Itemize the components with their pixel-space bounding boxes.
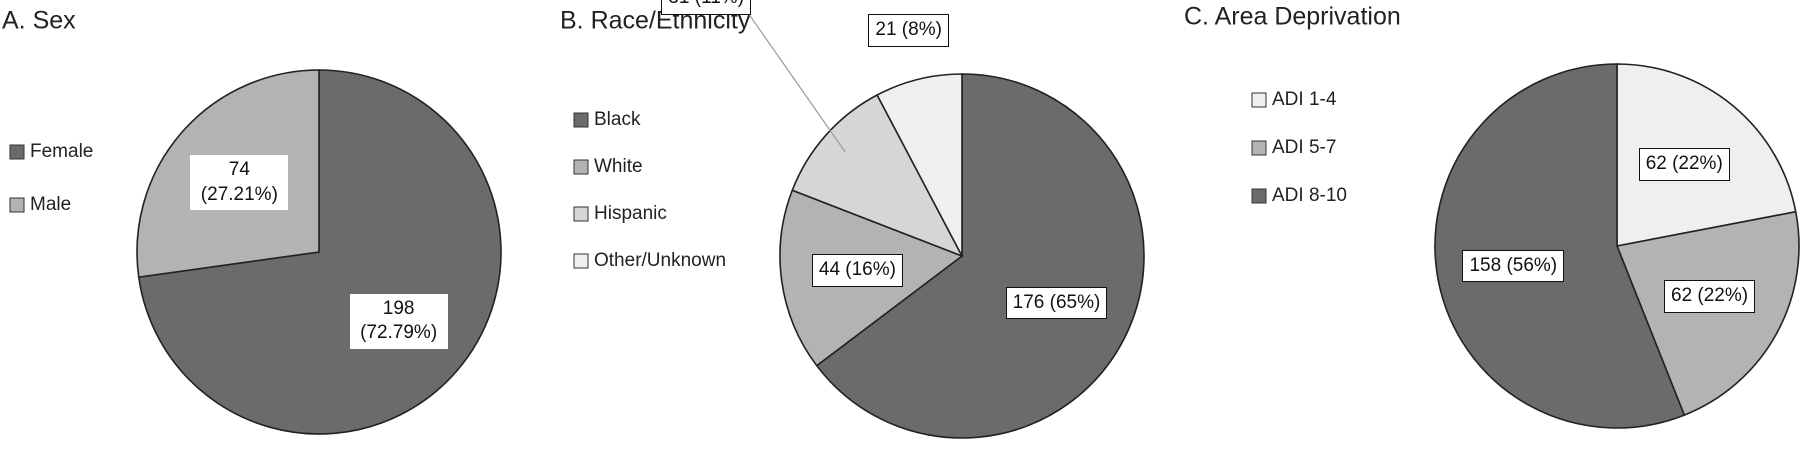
- data-label-box: 44 (16%): [811, 254, 903, 287]
- data-label-box: 198 (72.79%): [349, 293, 448, 349]
- data-label-box: 158 (56%): [1462, 249, 1565, 283]
- legend-label: Female: [30, 141, 93, 162]
- pie-slice: [815, 73, 1145, 439]
- chart-title: C. Area Deprivation: [1184, 3, 1401, 31]
- legend-label: Black: [594, 109, 641, 130]
- data-label: 31 (11%): [661, 0, 752, 15]
- pie-slice: [1434, 63, 1686, 429]
- legend-swatch: [1251, 140, 1267, 156]
- data-label-box: 74 (27.21%): [190, 155, 289, 211]
- legend-swatch: [9, 144, 25, 160]
- legend-label: ADI 5-7: [1272, 137, 1336, 158]
- legend-label: ADI 8-10: [1272, 185, 1347, 206]
- leader-line: [745, 9, 846, 153]
- data-label-box: 62 (22%): [1638, 148, 1730, 181]
- data-label-box: 62 (22%): [1664, 280, 1756, 314]
- data-label: 62 (22%): [1664, 280, 1756, 314]
- data-label: 74 (27.21%): [190, 155, 289, 211]
- data-label-box: 31 (11%): [661, 0, 752, 15]
- legend-label: Male: [30, 194, 71, 215]
- legend-swatch: [9, 197, 25, 213]
- legend-swatch: [1251, 92, 1267, 108]
- data-label-box: 21 (8%): [868, 14, 949, 47]
- legend-label: Hispanic: [594, 203, 667, 224]
- data-label: 21 (8%): [868, 14, 949, 47]
- pie-slice: [791, 93, 964, 258]
- legend-label: ADI 1-4: [1272, 89, 1337, 110]
- data-label-box: 176 (65%): [1005, 286, 1108, 320]
- pie-slice: [1615, 210, 1800, 417]
- legend-swatch: [573, 159, 589, 175]
- data-label: 44 (16%): [811, 254, 903, 287]
- legend-label: White: [594, 156, 643, 177]
- legend-swatch: [573, 112, 589, 128]
- data-label: 198 (72.79%): [349, 293, 448, 349]
- data-label: 176 (65%): [1005, 286, 1108, 320]
- legend-swatch: [573, 253, 589, 269]
- legend-swatch: [573, 206, 589, 222]
- legend-label: Other/Unknown: [594, 250, 726, 271]
- pie-slice: [876, 73, 963, 257]
- legend-swatch: [1251, 188, 1267, 204]
- data-label: 62 (22%): [1638, 148, 1730, 181]
- data-label: 158 (56%): [1462, 249, 1565, 283]
- chart-title: A. Sex: [2, 7, 76, 35]
